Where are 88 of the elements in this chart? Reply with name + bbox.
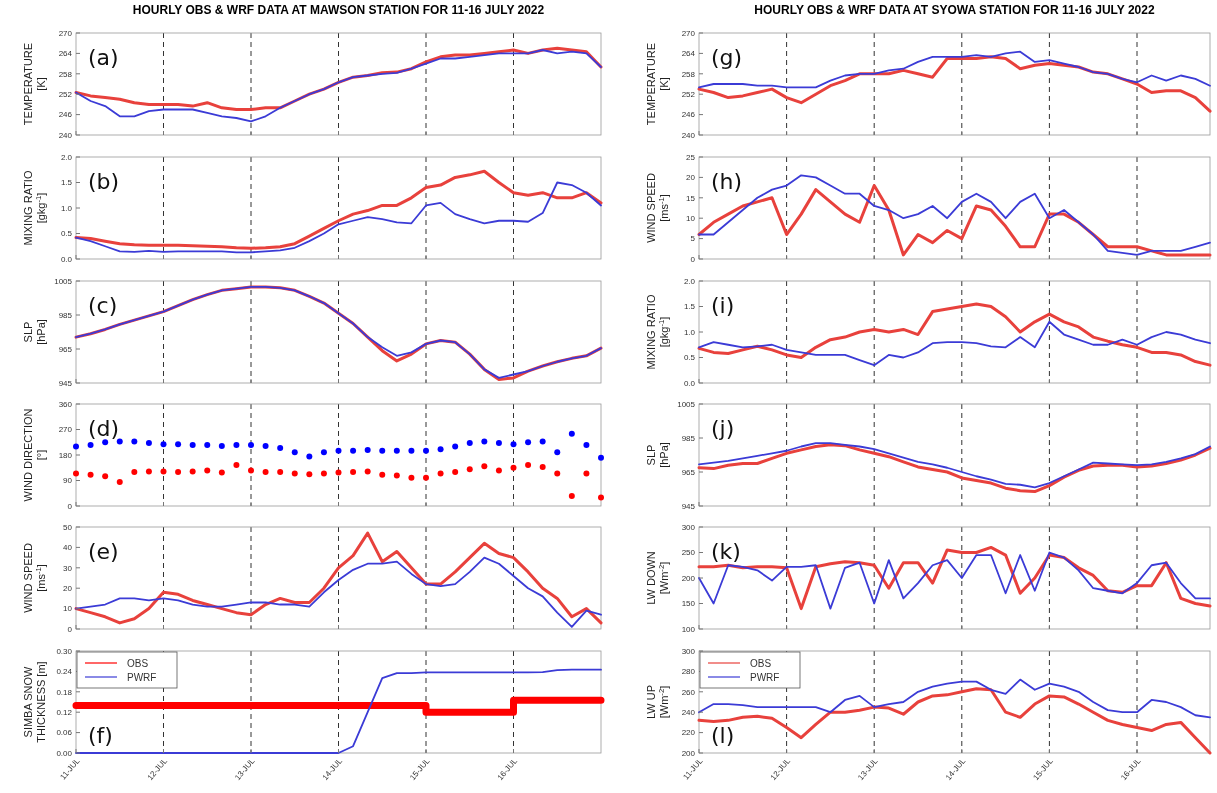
y-tick-label: 260	[681, 687, 696, 697]
y-tick-label: 0	[67, 624, 73, 634]
y-tick-label: 1.5	[60, 178, 73, 188]
y-tick-label: 246	[58, 110, 73, 120]
y-tick-label: 0.06	[56, 728, 73, 738]
y-tick-label: 5	[690, 234, 696, 244]
annotation: (e)	[88, 539, 119, 564]
y-tick-label: 0.0	[683, 378, 696, 388]
y-tick-label: 100	[681, 624, 696, 634]
y-tick-label: 180	[58, 450, 73, 460]
y-tick-label: 300	[681, 646, 696, 656]
y-tick-label: 252	[58, 90, 73, 99]
y-tick-label: 25	[686, 152, 696, 162]
y-axis-title: SLP [hPa]	[645, 442, 670, 468]
y-tick-label: 20	[686, 173, 696, 183]
y-tick-label: 0.30	[56, 646, 73, 656]
y-tick-label: 985	[681, 433, 696, 443]
annotation: (a)	[88, 45, 119, 70]
annotation: (b)	[88, 169, 120, 194]
y-tick-label: 220	[681, 728, 696, 738]
y-tick-label: 200	[681, 573, 696, 583]
y-tick-label: 1.0	[60, 203, 73, 213]
annotation: (h)	[711, 169, 743, 194]
y-tick-label: 0.12	[56, 708, 73, 717]
annotation: (g)	[711, 45, 743, 70]
annotation: (f)	[88, 723, 113, 748]
y-tick-label: 10	[63, 604, 73, 614]
y-tick-label: 264	[58, 49, 73, 59]
y-tick-label: 246	[681, 110, 696, 120]
y-tick-label: 15	[686, 193, 696, 203]
y-tick-label: 30	[63, 563, 73, 573]
y-axis-title: SIMBA SNOW THICKNESS [m]	[22, 661, 47, 743]
y-tick-label: 252	[681, 90, 696, 99]
y-tick-label: 0	[690, 254, 696, 264]
y-tick-label: 0.24	[56, 667, 73, 677]
y-tick-label: 0.0	[60, 254, 73, 264]
y-tick-label: 2.0	[60, 152, 73, 162]
y-tick-label: 258	[681, 69, 696, 79]
annotation: (l)	[711, 723, 735, 748]
y-axis-title: TEMPERATURE [K]	[22, 42, 47, 126]
y-tick-label: 50	[63, 522, 73, 532]
y-tick-label: 264	[681, 49, 696, 59]
annotation: (j)	[711, 416, 735, 441]
y-tick-label: 985	[58, 310, 73, 320]
y-tick-label: 1005	[677, 399, 696, 409]
y-tick-label: 0.00	[56, 748, 73, 758]
y-tick-label: 0.5	[683, 353, 696, 363]
y-tick-label: 258	[58, 69, 73, 79]
y-tick-label: 20	[63, 584, 73, 593]
y-tick-label: 10	[686, 214, 696, 223]
y-tick-label: 1005	[54, 276, 73, 286]
y-tick-label: 0	[67, 501, 73, 511]
annotation: (i)	[711, 293, 735, 318]
y-tick-label: 300	[681, 522, 696, 532]
annotation: (c)	[88, 293, 118, 318]
chart-title: HOURLY OBS & WRF DATA AT SYOWA STATION FOR 11-16 JULY 2022	[754, 3, 1155, 17]
y-tick-label: 965	[681, 467, 696, 477]
y-tick-label: 240	[681, 708, 696, 717]
y-tick-label: 0.18	[56, 687, 73, 697]
chart-title: HOURLY OBS & WRF DATA AT MAWSON STATION FOR 11-16 JULY 2022	[132, 3, 545, 17]
y-axis-title: WIND DIRECTION [°]	[22, 408, 47, 502]
y-tick-label: 270	[58, 28, 73, 38]
legend-label: PWRF	[127, 671, 157, 683]
y-axis-title: TEMPERATURE [K]	[645, 42, 670, 126]
y-tick-label: 40	[63, 543, 73, 553]
y-tick-label: 150	[681, 599, 696, 609]
legend-label: PWRF	[750, 671, 780, 683]
legend-label: OBS	[127, 657, 149, 669]
y-tick-label: 200	[681, 748, 696, 758]
annotation: (k)	[711, 539, 741, 564]
y-axis-title: SLP [hPa]	[22, 319, 47, 345]
y-tick-label: 240	[681, 130, 696, 140]
y-tick-label: 360	[58, 399, 73, 409]
annotation: (d)	[88, 416, 120, 441]
y-tick-label: 270	[681, 28, 696, 38]
y-tick-label: 270	[58, 425, 73, 435]
legend-label: OBS	[750, 657, 772, 669]
y-tick-label: 240	[58, 130, 73, 140]
y-tick-label: 0.5	[60, 229, 73, 239]
y-tick-label: 945	[681, 501, 696, 511]
y-tick-label: 90	[63, 476, 73, 486]
y-tick-label: 1.5	[683, 302, 696, 312]
y-tick-label: 1.0	[683, 327, 696, 337]
y-tick-label: 250	[681, 548, 696, 558]
y-tick-label: 2.0	[683, 276, 696, 286]
y-tick-label: 965	[58, 344, 73, 354]
y-tick-label: 280	[681, 667, 696, 677]
y-tick-label: 945	[58, 378, 73, 388]
